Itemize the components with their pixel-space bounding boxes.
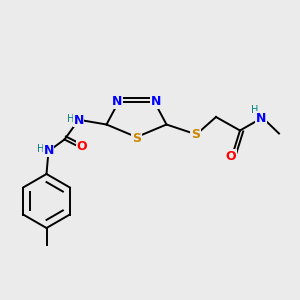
Text: N: N bbox=[112, 95, 122, 108]
Text: O: O bbox=[226, 149, 236, 163]
Text: H: H bbox=[38, 143, 45, 154]
Text: O: O bbox=[76, 140, 87, 154]
Text: S: S bbox=[132, 132, 141, 145]
Text: H: H bbox=[251, 105, 258, 116]
Text: N: N bbox=[44, 143, 54, 157]
Text: N: N bbox=[151, 95, 161, 108]
Text: N: N bbox=[256, 112, 266, 125]
Text: H: H bbox=[68, 113, 75, 124]
Text: S: S bbox=[191, 128, 200, 142]
Text: N: N bbox=[74, 113, 84, 127]
